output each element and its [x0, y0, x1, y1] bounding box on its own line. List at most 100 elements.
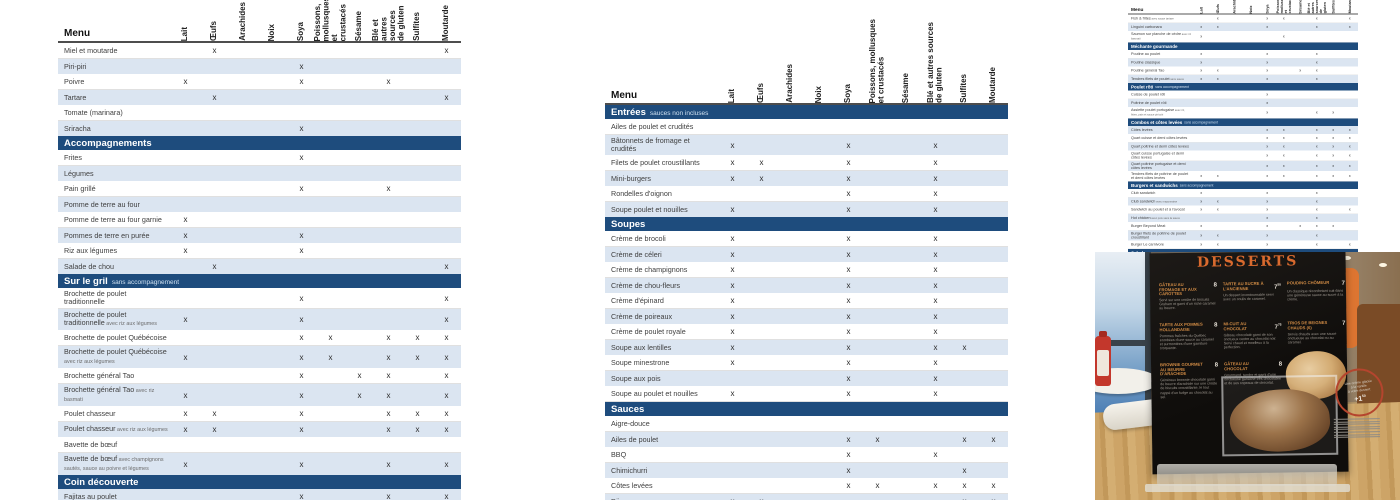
row-label: Miel et moutarde	[64, 45, 118, 55]
allergen-cell: x	[1200, 199, 1203, 204]
table-row: Crème d'épinard x x x	[605, 293, 1008, 309]
allergen-cell: x	[846, 327, 851, 336]
allergen-cell: x	[933, 327, 938, 336]
dessert-item-desc: Gâteau chocolaté garni de son onctueux c…	[1223, 332, 1277, 350]
dessert-item-header: MI-CUIT AU CHOCOLAT 775	[1223, 321, 1282, 332]
allergen-cell: x	[1266, 128, 1269, 132]
table-row: Salade de chou x x	[58, 259, 461, 274]
section-title: Méchante gourmande	[1131, 43, 1178, 49]
ketchup-bottle-photo	[1095, 331, 1111, 386]
allergen-cell: x	[1200, 60, 1203, 65]
allergen-cell: x	[1348, 128, 1351, 132]
allergen-cell: x	[212, 425, 217, 434]
allergen-column-header: Lait	[718, 0, 747, 103]
row-label: Sriracha	[64, 123, 91, 133]
table-row: Quart cuisse portugaise et demi côtes le…	[1128, 151, 1358, 161]
fine-print-line	[1333, 428, 1380, 431]
allergen-column-header: Poissons, mollusques et crustacés	[313, 0, 348, 41]
table-row: Soupe minestrone x x x	[605, 355, 1008, 371]
row-label: Soupe au poulet et nouilles	[611, 388, 698, 398]
table-row: Ailes de poulet et crudités	[605, 119, 1008, 135]
allergen-cell: x	[933, 481, 938, 490]
dessert-item-desc: Généreux brownie chocolaté garni de beur…	[1160, 377, 1218, 399]
allergen-cell: x	[299, 62, 304, 71]
allergen-column-header: Sulfites	[950, 0, 979, 103]
allergen-column-label: Poissons, mollusques et crustacés	[1275, 0, 1292, 14]
row-label-note: avec riz basmati	[1131, 33, 1192, 41]
table-row: Crème de poulet royale x x x	[605, 324, 1008, 340]
allergen-cell: x	[730, 296, 735, 305]
table-row: Mini-burgers x x x x	[605, 171, 1008, 186]
dessert-item-price: 7	[1341, 280, 1345, 287]
allergen-cell: x	[415, 425, 420, 434]
allergen-cell: x	[1282, 34, 1285, 39]
allergen-cell: x	[299, 231, 304, 240]
section-header: Soupes	[605, 217, 1008, 231]
row-label: Tartare	[64, 92, 87, 102]
row-label: Ailes de poulet et crudités	[611, 121, 694, 131]
allergen-cell: x	[299, 153, 304, 162]
allergen-cell: x	[1332, 164, 1335, 168]
section-title: Soupes	[611, 218, 646, 230]
allergen-cell: x	[1266, 144, 1269, 149]
dessert-item-header: GÂTEAU AU FROMAGE ET AUX CAROTTES 8	[1159, 282, 1217, 297]
allergen-column-label: Lait	[180, 26, 190, 41]
row-label: Hot chicken avec pois sans la sauce	[1131, 215, 1180, 220]
allergen-cell: x	[1266, 25, 1269, 29]
ceiling-light	[1379, 263, 1387, 267]
dessert-item-title: MI-CUIT AU CHOCOLAT	[1223, 321, 1247, 331]
allergen-cell: x	[1315, 110, 1318, 115]
allergen-cell: x	[933, 312, 938, 321]
dessert-item-price: 775	[1274, 322, 1282, 331]
table-row: Rondelles d'oignon x x	[605, 186, 1008, 202]
allergen-cell: x	[933, 250, 938, 259]
row-label-note: avec mayonnaise	[1155, 200, 1178, 204]
row-label: BBQ	[611, 449, 627, 459]
row-label: Poivre	[64, 76, 85, 86]
table-row: Poutine général Tao x x x x x	[1128, 67, 1358, 75]
dessert-item-header: POUDING CHÔMEUR 7	[1287, 280, 1345, 288]
allergen-cell: x	[299, 409, 304, 418]
allergen-cell: x	[1348, 207, 1351, 212]
allergen-cell: x	[299, 293, 304, 303]
allergen-cell: x	[1315, 207, 1318, 212]
allergen-cell: x	[183, 231, 188, 240]
allergen-column-header: Œufs	[1210, 0, 1227, 13]
section-note: sans accompagnement	[1184, 121, 1218, 125]
allergen-cell: x	[730, 158, 735, 167]
row-label: Pommes de terre en purée	[64, 230, 150, 240]
dessert-item-desc: Pommes fraîches du Québec enrobées d'une…	[1159, 333, 1214, 351]
row-label: Poulet chasseur avec riz aux légumes	[64, 424, 168, 434]
row-label: Crème de brocoli	[611, 233, 666, 243]
table-row: Poivre x x x	[58, 74, 461, 90]
allergen-cell: x	[1315, 164, 1318, 168]
allergen-column-header: Poissons, mollusques et crustacés	[1275, 0, 1293, 14]
table-row: Soupe aux lentilles x x x x	[605, 340, 1008, 355]
allergen-cell: x	[1266, 136, 1269, 140]
row-label: Pomme de terre au four	[64, 199, 140, 209]
allergen-cell: x	[846, 435, 851, 444]
table-row: Assiette poulet portugaise avec riz, fri…	[1128, 107, 1358, 119]
allergen-cell: x	[950, 497, 979, 500]
allergen-column-header: Soya	[834, 0, 863, 103]
allergen-cell: x	[846, 158, 851, 167]
row-label: Côtes levées	[1131, 127, 1153, 132]
allergen-cell: x	[1315, 242, 1318, 247]
dessert-item-price: 7	[1342, 320, 1346, 327]
allergen-cell: x	[1216, 77, 1219, 81]
allergen-cell: x	[1299, 224, 1302, 228]
allergen-cell: x	[730, 312, 735, 321]
table-row: Quart poitrine et demi côtes levées x x x x x	[1128, 142, 1358, 151]
table-row: Légumes	[58, 166, 461, 181]
dessert-item: POUDING CHÔMEUR 7 Un classique réconfortan…	[1287, 280, 1345, 302]
table-row: Miel et moutarde x x	[58, 43, 461, 59]
allergen-cell: x	[386, 371, 391, 380]
section-title: Entrées	[611, 106, 646, 118]
section-note: sans accompagnement	[111, 278, 180, 286]
table-row: Crème de chou-fleurs x x x	[605, 278, 1008, 293]
row-label: Club sandwich avec mayonnaise	[1131, 198, 1178, 204]
allergen-column-label: Œufs	[209, 21, 219, 41]
section-title: Accompagnements	[64, 137, 152, 149]
row-label: Quart cuisse et demi côtes levées	[1131, 135, 1188, 140]
table-row: Tendres filets de poitrine de poulet et …	[1128, 171, 1358, 182]
